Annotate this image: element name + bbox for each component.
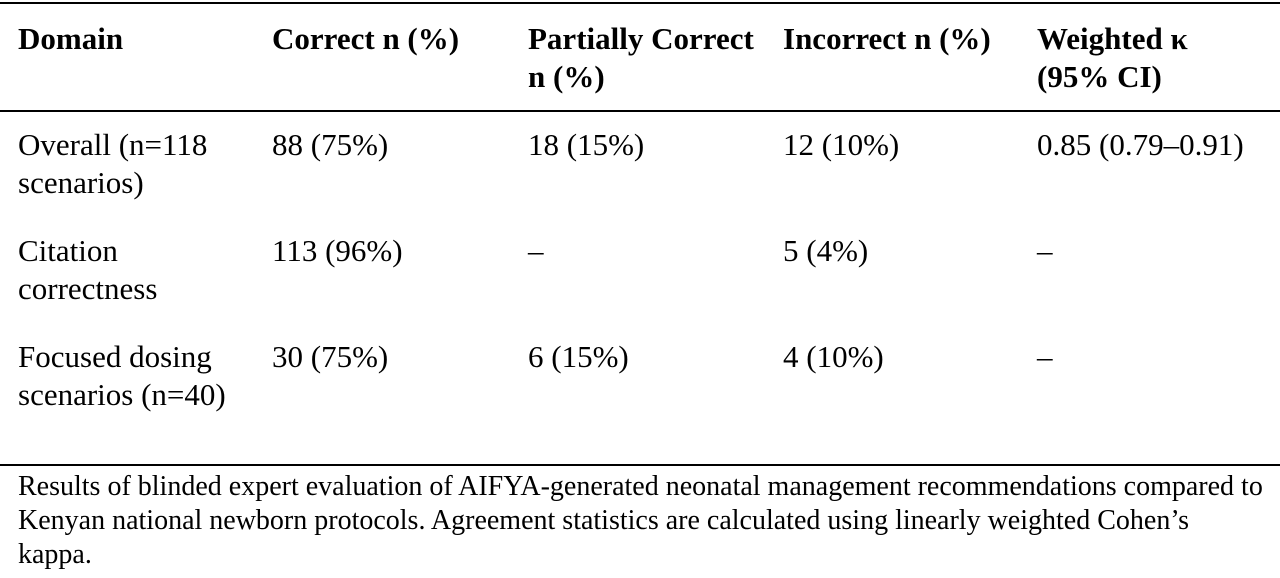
- table-caption: Results of blinded expert evaluation of …: [18, 471, 1263, 570]
- table-cell-weighted-kappa: –: [1037, 233, 1053, 268]
- table-cell-correct: 88 (75%): [272, 127, 389, 162]
- column-header-domain: Domain: [18, 21, 124, 56]
- column-header-correct: Correct n (%): [272, 21, 460, 56]
- table-cell-partially-correct: 6 (15%): [528, 339, 629, 374]
- table-cell-weighted-kappa: 0.85 (0.79–0.91): [1037, 127, 1244, 162]
- table-bottom-rule: [0, 464, 1280, 466]
- table-cell-weighted-kappa: –: [1037, 339, 1053, 374]
- column-header-partially-correct: Partially Correct n (%): [528, 21, 754, 94]
- table-cell-domain: Overall (n=118 scenarios): [18, 127, 208, 200]
- table-top-rule: [0, 2, 1280, 4]
- table-cell-correct: 113 (96%): [272, 233, 403, 268]
- table-cell-incorrect: 5 (4%): [783, 233, 869, 268]
- table-cell-incorrect: 4 (10%): [783, 339, 884, 374]
- header-rule: [0, 110, 1280, 112]
- table-cell-correct: 30 (75%): [272, 339, 389, 374]
- column-header-weighted-kappa: Weighted κ (95% CI): [1037, 21, 1188, 94]
- table-cell-incorrect: 12 (10%): [783, 127, 900, 162]
- table-cell-partially-correct: 18 (15%): [528, 127, 645, 162]
- table-cell-domain: Focused dosing scenarios (n=40): [18, 339, 226, 412]
- table-cell-partially-correct: –: [528, 233, 544, 268]
- column-header-incorrect: Incorrect n (%): [783, 21, 991, 56]
- table-cell-domain: Citation correctness: [18, 233, 158, 306]
